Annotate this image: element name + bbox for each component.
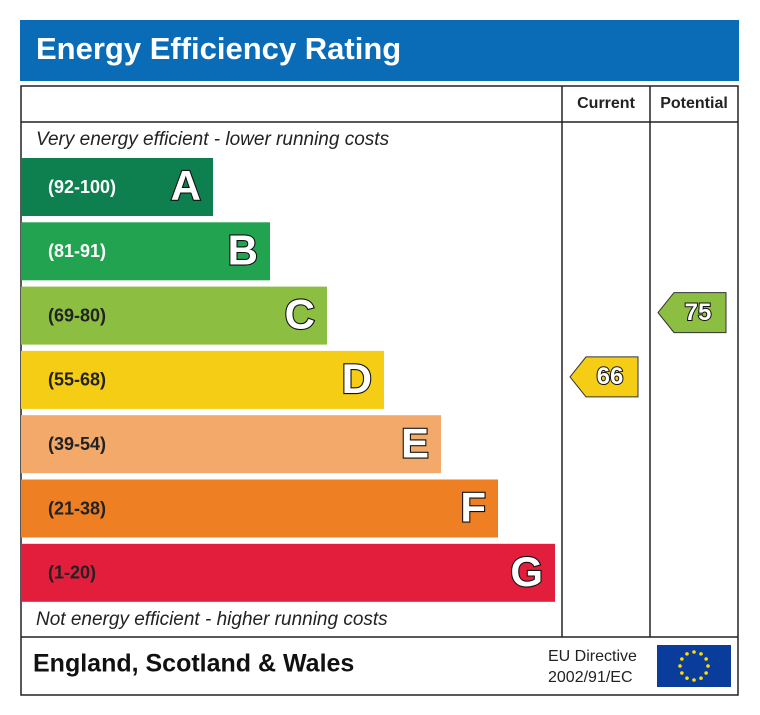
band-letter: C [285, 291, 315, 338]
band-letter: G [510, 548, 543, 595]
region: England, Scotland & Wales [33, 650, 354, 678]
band-bar [21, 222, 270, 281]
top-note: Very energy efficient - lower running co… [36, 129, 390, 150]
eu-star [692, 650, 696, 654]
title: Energy Efficiency Rating [36, 31, 401, 66]
eu-star [678, 664, 682, 668]
rating-arrow [657, 292, 727, 334]
eu-star [692, 678, 696, 682]
band-bar [21, 543, 555, 602]
eu-star [706, 664, 710, 668]
band-letter: E [401, 419, 429, 466]
band-bar [21, 479, 498, 538]
directive-line: 2002/91/EC [548, 669, 633, 686]
band-bar [21, 286, 327, 345]
bottom-note: Not energy efficient - higher running co… [36, 609, 388, 630]
eu-star [685, 652, 689, 656]
eu-star [685, 676, 689, 680]
directive-line: EU Directive [548, 648, 637, 665]
column-header: Potential [660, 95, 728, 112]
band-letter: A [171, 162, 201, 209]
band-range: (39-54) [48, 434, 106, 454]
band-letter: D [342, 355, 372, 402]
band-range: (81-91) [48, 241, 106, 261]
band-letter: F [460, 484, 486, 531]
eu-stars [678, 650, 710, 682]
rating-value: 75 [685, 299, 712, 326]
band-range: (21-38) [48, 498, 106, 518]
title-bar [20, 20, 739, 81]
band-range: (1-20) [48, 563, 96, 583]
rating-value: 66 [597, 363, 624, 390]
eu-star [699, 676, 703, 680]
eu-star [699, 652, 703, 656]
eu-star [704, 657, 708, 661]
eu-star [704, 671, 708, 675]
band-range: (92-100) [48, 177, 116, 197]
band-bar [21, 158, 213, 216]
eu-star [680, 671, 684, 675]
band-bar [21, 350, 384, 409]
band-bar [21, 415, 441, 474]
band-range: (55-68) [48, 370, 106, 390]
band-range: (69-80) [48, 305, 106, 325]
band-letter: B [228, 226, 258, 273]
eu-star [680, 657, 684, 661]
column-header: Current [577, 95, 635, 112]
rating-arrow [569, 356, 639, 398]
